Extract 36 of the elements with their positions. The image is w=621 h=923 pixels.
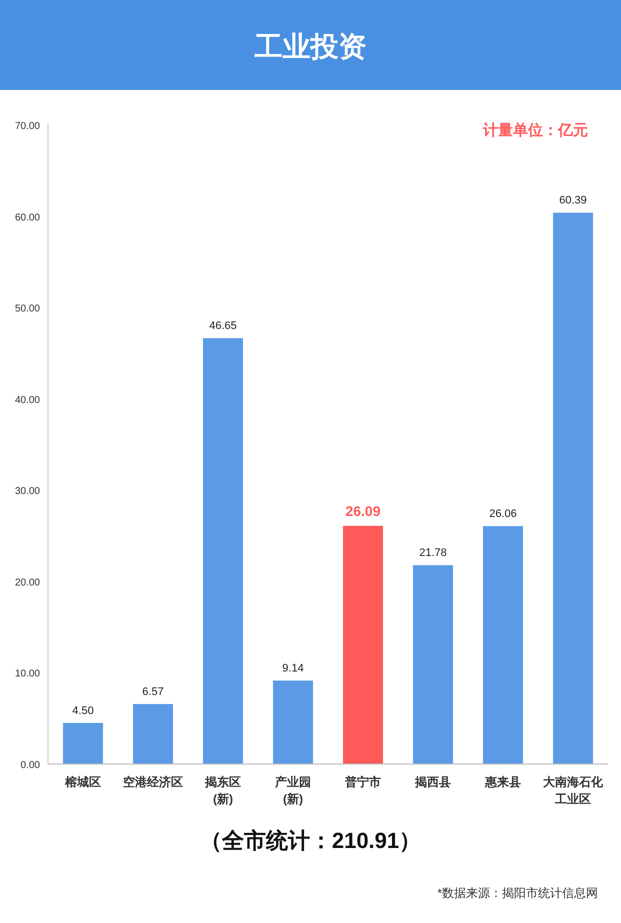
- data-label: 26.06: [489, 508, 517, 520]
- data-label: 21.78: [419, 547, 447, 560]
- bar: [343, 526, 383, 764]
- x-tick-label: 空港经济区: [123, 775, 183, 789]
- annotation: 计量单位：亿元: [482, 122, 588, 139]
- bar: [203, 338, 243, 764]
- bar: [553, 212, 593, 764]
- bar: [63, 722, 103, 764]
- x-tick-label: 揭东区(新): [204, 775, 241, 806]
- x-tick-label: 产业园(新): [274, 775, 311, 806]
- y-tick-label: 40.00: [14, 394, 40, 406]
- y-tick-label: 60.00: [14, 212, 40, 224]
- bar: [483, 526, 523, 764]
- bar: [273, 680, 313, 764]
- y-tick-label: 30.00: [14, 486, 40, 498]
- data-label: 6.57: [142, 686, 164, 698]
- data-label: 60.39: [559, 194, 587, 207]
- y-tick-label: 10.00: [14, 668, 40, 680]
- x-tick-label: 普宁市: [344, 775, 381, 789]
- text: *数据来源：揭阳市统计信息网: [437, 886, 598, 900]
- y-tick-label: 20.00: [14, 577, 40, 588]
- y-tick-label: 0.00: [20, 760, 40, 771]
- data-label: 9.14: [282, 662, 304, 675]
- x-tick-label: 大南海石化工业区: [543, 775, 604, 806]
- bar: [133, 704, 173, 764]
- x-tick-label: 榕城区: [64, 775, 101, 789]
- bar: [413, 565, 453, 764]
- x-tick-label: 揭西县: [414, 775, 451, 789]
- x-tick-label: 惠来县: [484, 775, 521, 789]
- data-label: 4.50: [72, 704, 94, 717]
- text: （全市统计：210.91）: [200, 828, 422, 853]
- data-label: 26.09: [345, 502, 381, 519]
- data-label: 46.65: [209, 320, 237, 332]
- y-tick-label: 50.00: [14, 304, 40, 315]
- y-tick-label: 70.00: [14, 121, 40, 132]
- chart-title: 工业投资: [254, 31, 366, 62]
